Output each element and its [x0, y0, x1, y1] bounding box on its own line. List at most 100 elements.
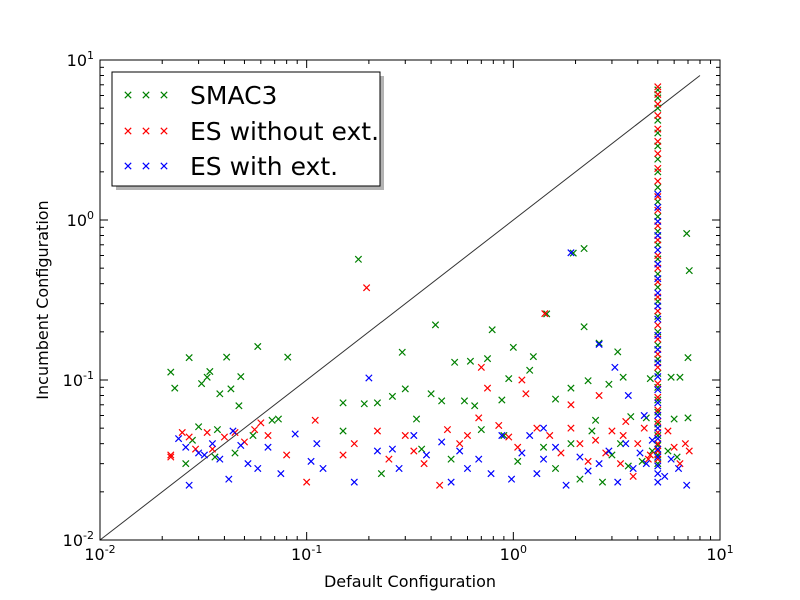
axis-ticks: 10-2 10-1 100 101 10-2 10-1 100 101 [63, 49, 734, 564]
data-point [206, 367, 214, 376]
data-point [654, 260, 662, 268]
data-point [388, 445, 397, 453]
data-point [636, 449, 644, 457]
legend-marker [160, 162, 168, 170]
data-point [284, 353, 292, 361]
data-point [507, 475, 516, 483]
data-point [539, 424, 548, 432]
data-point [182, 443, 190, 451]
data-point [167, 368, 175, 376]
data-point [676, 460, 684, 468]
data-point [244, 460, 252, 468]
data-point [254, 464, 262, 473]
legend-entry-0: SMAC3 [124, 81, 277, 110]
data-point [670, 415, 678, 423]
data-point [654, 90, 662, 98]
data-point [654, 177, 662, 185]
data-point [654, 331, 662, 340]
diagonal-reference-line [99, 75, 701, 541]
data-point [385, 455, 393, 463]
data-point [447, 478, 455, 486]
legend-label: SMAC3 [190, 81, 277, 110]
data-point [576, 440, 584, 448]
data-point [274, 415, 283, 423]
data-point [684, 414, 692, 422]
data-point [551, 395, 560, 403]
data-point [654, 399, 662, 407]
data-point [475, 414, 483, 422]
data-point [436, 481, 444, 489]
data-point [543, 310, 551, 318]
data-point [654, 435, 662, 443]
data-point [634, 440, 642, 448]
data-point [283, 451, 291, 459]
data-point [648, 447, 656, 455]
x-tick-label: 10-1 [291, 543, 322, 564]
data-point [642, 460, 650, 468]
x-axis-label: Default Configuration [324, 572, 496, 591]
data-point [598, 478, 607, 486]
data-point [654, 312, 662, 320]
data-point [264, 431, 272, 440]
series-0 [167, 86, 693, 486]
data-point [654, 379, 662, 388]
data-point [664, 427, 672, 435]
data-point [654, 469, 662, 478]
data-point [463, 464, 472, 473]
data-point [451, 358, 459, 366]
legend-marker [124, 127, 132, 135]
data-point [410, 431, 418, 440]
data-point [231, 449, 239, 457]
data-point [447, 455, 455, 463]
data-point [529, 352, 537, 361]
legend-marker [142, 127, 150, 135]
data-point [584, 457, 592, 466]
data-point [505, 433, 513, 441]
data-point [595, 340, 603, 348]
data-point [194, 423, 203, 431]
data-point [654, 198, 662, 206]
data-point [350, 440, 358, 448]
data-point [466, 357, 475, 365]
data-point [654, 408, 662, 416]
data-point [654, 406, 662, 414]
data-point [654, 231, 662, 240]
data-point [619, 431, 627, 440]
data-point [362, 284, 371, 292]
data-point [533, 469, 541, 478]
data-point [460, 397, 469, 405]
data-point [401, 385, 409, 393]
data-point [616, 440, 625, 448]
data-point [654, 315, 662, 323]
data-point [475, 455, 483, 463]
data-point [629, 464, 637, 473]
data-point [595, 460, 603, 468]
data-point [249, 431, 257, 440]
data-point [661, 472, 669, 480]
data-point [654, 155, 662, 163]
data-point [654, 100, 662, 108]
data-point [654, 164, 662, 173]
data-point [681, 440, 690, 448]
data-point [654, 321, 662, 329]
data-point [365, 374, 373, 382]
data-point [213, 425, 222, 434]
data-point [569, 249, 577, 257]
legend-marker [160, 127, 168, 135]
plot-area [99, 75, 701, 541]
data-point [456, 440, 464, 448]
data-point [171, 384, 179, 392]
data-point [398, 348, 406, 356]
data-point [307, 457, 315, 466]
data-point [254, 342, 262, 351]
data-point [654, 455, 662, 463]
data-point [223, 353, 231, 361]
data-point [562, 481, 570, 489]
y-tick-label: 101 [67, 49, 94, 70]
data-point [654, 417, 662, 426]
data-point [654, 168, 662, 176]
data-point [208, 445, 217, 453]
data-point [584, 467, 592, 475]
data-point [576, 453, 584, 461]
legend-marker [142, 91, 150, 99]
